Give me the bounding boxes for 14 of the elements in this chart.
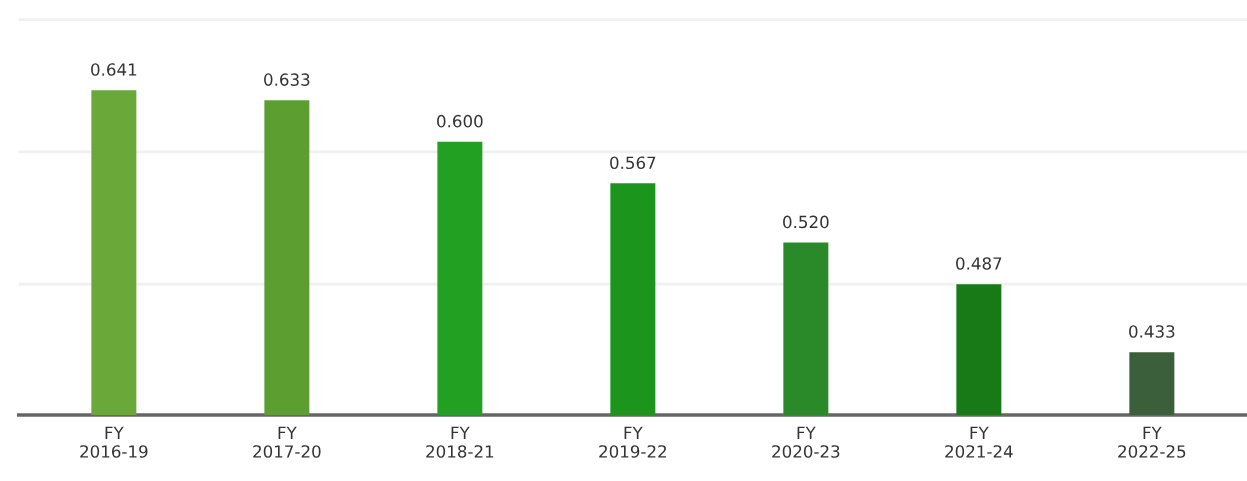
data-label: 0.600 xyxy=(437,114,483,128)
data-label: 0.641 xyxy=(91,63,137,76)
data-label: 0.433 xyxy=(1129,325,1175,338)
x-tick-label: FY 2019-22 xyxy=(599,426,666,458)
x-tick-label: FY 2018-21 xyxy=(426,426,494,458)
data-label: 0.567 xyxy=(610,156,656,170)
x-tick-label: FY 2021-24 xyxy=(945,426,1013,458)
x-tick-label: FY 2020-23 xyxy=(772,426,840,458)
x-tick-label: FY 2022-25 xyxy=(1118,426,1186,458)
x-tick-label: FY 2017-20 xyxy=(253,426,321,458)
data-label: 0.487 xyxy=(956,257,1002,270)
data-label: 0.520 xyxy=(783,215,829,229)
data-label: 0.633 xyxy=(264,73,310,86)
x-tick-label: FY 2016-19 xyxy=(80,426,148,458)
